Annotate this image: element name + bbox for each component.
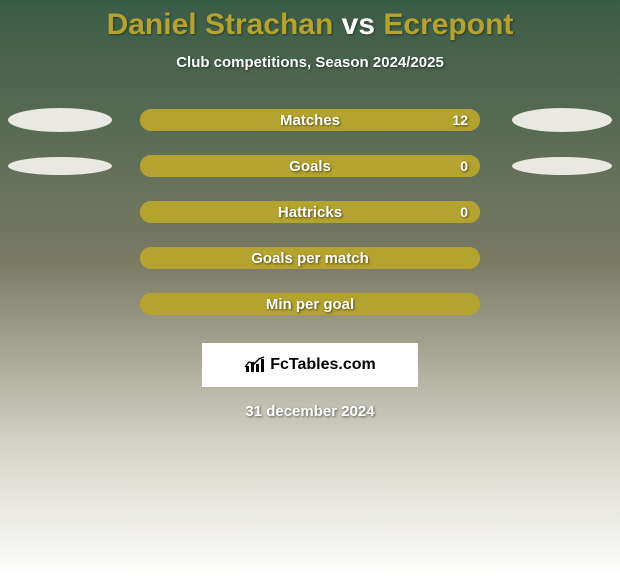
stat-label: Goals per match — [251, 250, 369, 267]
title-player2: Ecrepont — [383, 8, 513, 41]
stat-row: Matches 12 — [0, 109, 620, 131]
subtitle: Club competitions, Season 2024/2025 — [0, 54, 620, 71]
brand-box[interactable]: FcTables.com — [202, 343, 418, 387]
player1-ellipse — [8, 108, 112, 132]
stat-row: Hattricks 0 — [0, 201, 620, 223]
stat-label: Goals — [289, 158, 331, 175]
chart-icon — [244, 356, 266, 374]
page-title: Daniel Strachan vs Ecrepont — [0, 0, 620, 42]
brand-text: FcTables.com — [270, 356, 376, 374]
player1-ellipse — [8, 157, 112, 175]
date-text: 31 december 2024 — [0, 403, 620, 420]
stat-value: 0 — [460, 158, 468, 174]
title-vs: vs — [333, 8, 383, 41]
stat-bar: Hattricks 0 — [140, 201, 480, 223]
player2-ellipse — [512, 157, 612, 175]
player2-ellipse — [512, 108, 612, 132]
stat-row: Goals per match — [0, 247, 620, 269]
stat-rows: Matches 12 Goals 0 Hattricks 0 Goals per match… — [0, 109, 620, 315]
stat-label: Matches — [280, 112, 340, 129]
stat-bar: Goals 0 — [140, 155, 480, 177]
content-root: Daniel Strachan vs Ecrepont Club competi… — [0, 0, 620, 580]
stat-bar: Min per goal — [140, 293, 480, 315]
stat-value: 0 — [460, 204, 468, 220]
stat-row: Min per goal — [0, 293, 620, 315]
stat-bar: Goals per match — [140, 247, 480, 269]
title-player1: Daniel Strachan — [107, 8, 334, 41]
stat-row: Goals 0 — [0, 155, 620, 177]
stat-value: 12 — [452, 112, 468, 128]
stat-label: Min per goal — [266, 296, 354, 313]
stat-bar: Matches 12 — [140, 109, 480, 131]
stat-label: Hattricks — [278, 204, 342, 221]
